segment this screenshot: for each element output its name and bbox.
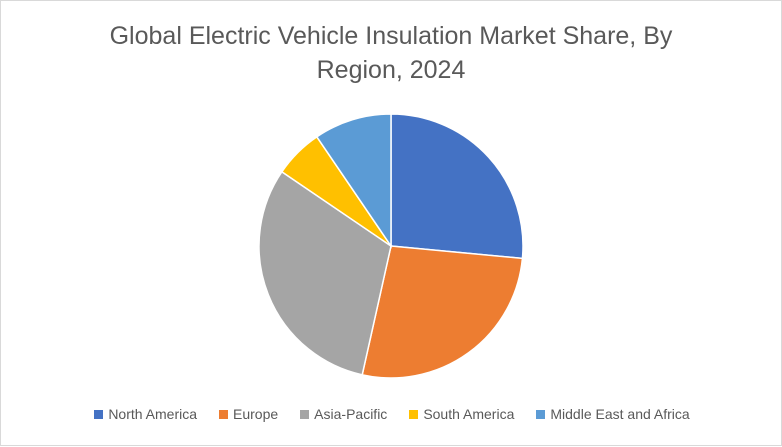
pie-slice-europe xyxy=(361,245,524,379)
legend-swatch-middle-east-and-africa xyxy=(536,409,546,419)
chart-title: Global Electric Vehicle Insulation Marke… xyxy=(109,22,673,84)
legend-item-middle-east-and-africa: Middle East and Africa xyxy=(536,406,690,422)
legend-item-south-america: South America xyxy=(409,406,514,422)
legend-item-asia-pacific: Asia-Pacific xyxy=(300,406,387,422)
legend-swatch-asia-pacific xyxy=(300,409,310,419)
pie-slice-middle-east-and-africa xyxy=(315,113,392,249)
legend-label-south-america: South America xyxy=(423,406,515,422)
legend-label-north-america: North America xyxy=(108,406,198,422)
pie-slice-north-america xyxy=(390,113,524,260)
legend-swatch-north-america xyxy=(94,409,104,419)
chart-legend: North America Europe Asia-Pacific South Ame… xyxy=(1,406,782,422)
legend-swatch-europe xyxy=(219,409,229,419)
legend-label-asia-pacific: Asia-Pacific xyxy=(314,406,388,422)
pie-slice-asia-pacific xyxy=(258,170,392,376)
legend-label-middle-east-and-africa: Middle East and Africa xyxy=(550,406,690,422)
legend-swatch-south-america xyxy=(409,409,419,419)
legend-item-europe: Europe xyxy=(219,406,278,422)
legend-label-europe: Europe xyxy=(233,406,279,422)
legend-item-north-america: North America xyxy=(94,406,197,422)
